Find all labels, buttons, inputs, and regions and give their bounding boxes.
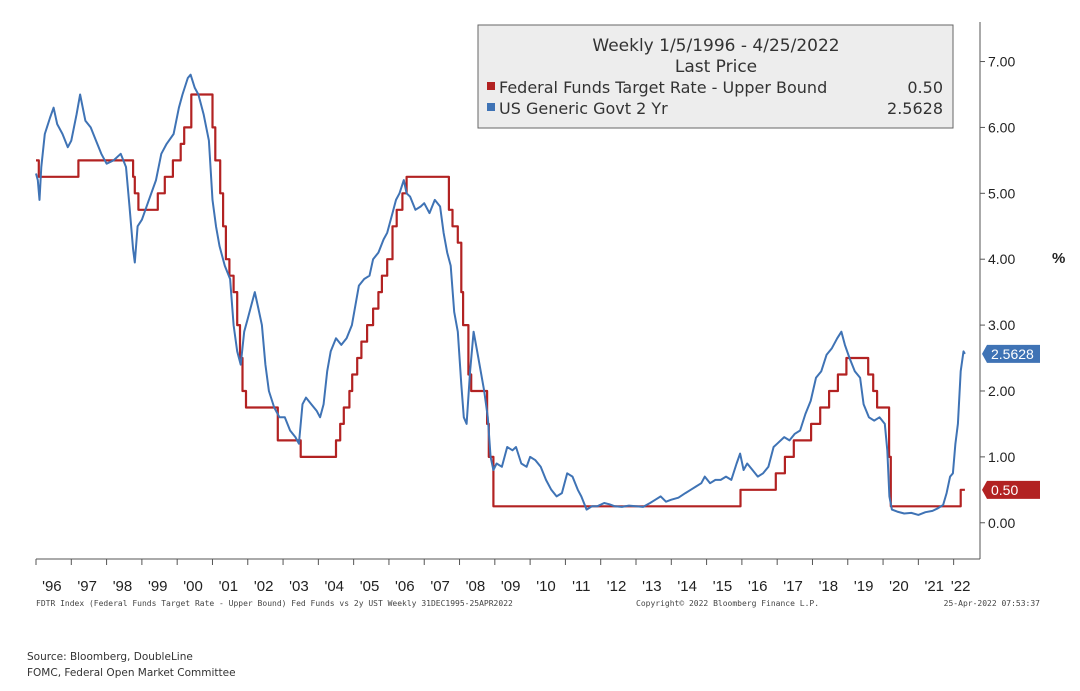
y-tick-label: 3.00 bbox=[988, 317, 1015, 333]
x-tick-label: '08 bbox=[466, 578, 486, 595]
x-tick-group: '96 '97 '98 '99 '00 '01 '02 '03 '04 '05 '06 '07 '08 '… bbox=[35, 559, 971, 595]
y-tick-label: 7.00 bbox=[988, 54, 1015, 70]
x-tick-label: '19 bbox=[854, 578, 874, 595]
x-tick-label: '96 bbox=[42, 578, 62, 595]
x-tick-label: '21 bbox=[924, 578, 944, 595]
x-tick-label: '03 bbox=[289, 578, 309, 595]
source-line-1: Source: Bloomberg, DoubleLine bbox=[27, 651, 193, 663]
y-tick-label: 6.00 bbox=[988, 119, 1015, 135]
x-tick-label: '10 bbox=[536, 578, 556, 595]
y-tick-group: 7.00 6.00 5.00 4.00 3.00 2.00 1.00 0.00 bbox=[980, 54, 1015, 531]
legend-label-us-2yr: US Generic Govt 2 Yr bbox=[499, 99, 668, 118]
last-value-tag-text: 2.5628 bbox=[991, 346, 1034, 362]
x-tick-label: '15 bbox=[713, 578, 733, 595]
x-tick-label: '12 bbox=[607, 578, 627, 595]
x-tick-label: '04 bbox=[324, 578, 344, 595]
x-tick-label: '18 bbox=[819, 578, 839, 595]
y-tick-label: 0.00 bbox=[988, 515, 1015, 531]
legend-subtitle: Last Price bbox=[675, 57, 757, 77]
x-tick-label: '05 bbox=[360, 578, 380, 595]
y-axis-label: % bbox=[1052, 250, 1065, 267]
x-tick-label: '98 bbox=[113, 578, 133, 595]
legend-swatch-us-2yr bbox=[487, 103, 495, 111]
source-line-2: FOMC, Federal Open Market Committee bbox=[27, 667, 236, 679]
last-value-tag-text: 0.50 bbox=[991, 482, 1018, 498]
last-value-tag-us-2yr: 2.5628 bbox=[982, 344, 1040, 363]
legend-label-fed-funds: Federal Funds Target Rate - Upper Bound bbox=[499, 78, 827, 97]
x-tick-label: '07 bbox=[430, 578, 450, 595]
last-value-tag-fed-funds: 0.50 bbox=[982, 480, 1040, 499]
last-value-tags: 2.5628 0.50 bbox=[982, 344, 1040, 499]
y-tick-label: 2.00 bbox=[988, 383, 1015, 399]
legend-title: Weekly 1/5/1996 - 4/25/2022 bbox=[592, 36, 839, 56]
series-line-fed-funds bbox=[36, 93, 965, 508]
x-tick-label: '06 bbox=[395, 578, 415, 595]
series-group bbox=[35, 73, 966, 516]
x-tick-label: '17 bbox=[783, 578, 803, 595]
x-tick-label: '14 bbox=[677, 578, 697, 595]
x-tick-label: '20 bbox=[889, 578, 909, 595]
y-tick-label: 5.00 bbox=[988, 185, 1015, 201]
series-line-us-2yr bbox=[35, 73, 966, 516]
legend-box bbox=[477, 24, 954, 129]
y-tick-label: 4.00 bbox=[988, 251, 1015, 267]
y-tick-label: 1.00 bbox=[988, 449, 1015, 465]
x-tick-label: '13 bbox=[642, 578, 662, 595]
x-tick-label: '99 bbox=[148, 578, 168, 595]
x-tick-label: '01 bbox=[219, 578, 239, 595]
footnote-copyright: Copyright© 2022 Bloomberg Finance L.P. bbox=[636, 599, 819, 608]
legend-value-us-2yr: 2.5628 bbox=[887, 99, 943, 118]
x-tick-label: '97 bbox=[77, 578, 97, 595]
x-tick-label: '09 bbox=[501, 578, 521, 595]
footnote-left: FDTR Index (Federal Funds Target Rate - … bbox=[36, 599, 513, 608]
x-tick-label: '16 bbox=[748, 578, 768, 595]
x-tick-label: '02 bbox=[254, 578, 274, 595]
legend-value-fed-funds: 0.50 bbox=[907, 78, 943, 97]
legend-swatch-fed-funds bbox=[487, 82, 495, 90]
x-tick-label: '00 bbox=[183, 578, 203, 595]
footnote-timestamp: 25-Apr-2022 07:53:37 bbox=[944, 599, 1041, 608]
legend: Weekly 1/5/1996 - 4/25/2022 Last Price F… bbox=[477, 24, 954, 129]
x-tick-label: '11 bbox=[572, 578, 590, 595]
x-tick-label: '22 bbox=[951, 578, 971, 595]
